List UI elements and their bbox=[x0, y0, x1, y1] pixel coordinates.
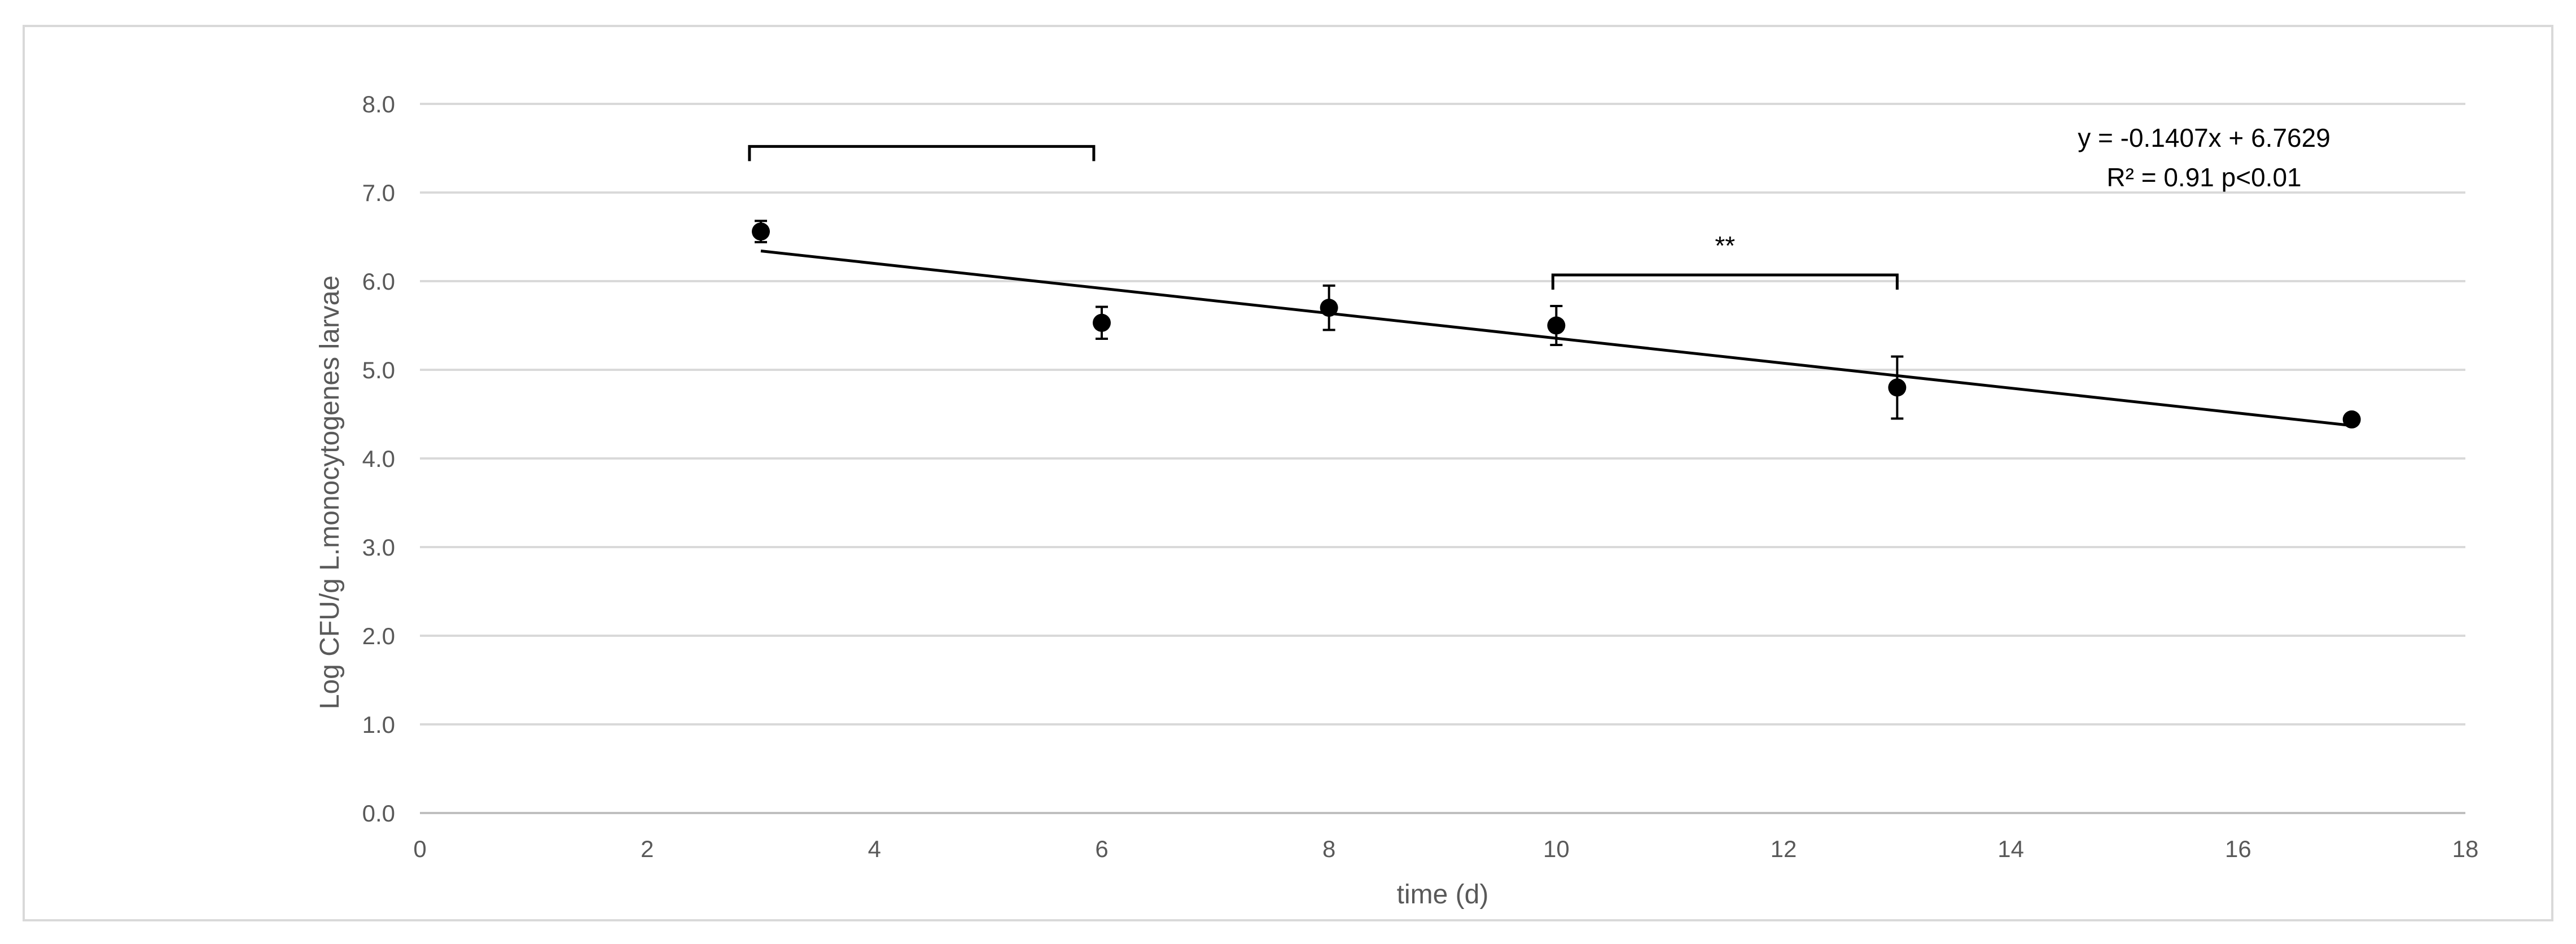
data-point bbox=[1093, 313, 1111, 332]
y-axis-title: Log CFU/g L.monocytogenes larvae bbox=[315, 276, 345, 709]
x-tick-label: 10 bbox=[1543, 836, 1570, 862]
data-point-group bbox=[1320, 284, 1338, 331]
x-tick-label: 16 bbox=[2225, 836, 2251, 862]
data-points bbox=[752, 220, 2361, 429]
data-point bbox=[1888, 378, 1907, 397]
y-axis-ticks: 0.0 1.0 2.0 3.0 4.0 5.0 6.0 7.0 8.0 bbox=[362, 91, 395, 827]
chart-frame bbox=[23, 25, 2553, 921]
y-tick-label: 6.0 bbox=[362, 268, 395, 295]
significance-bracket bbox=[748, 145, 1096, 161]
x-tick-label: 8 bbox=[1322, 836, 1335, 862]
x-tick-label: 2 bbox=[641, 836, 654, 862]
trendline-r-squared: R² = 0.91 p<0.01 bbox=[2106, 163, 2301, 192]
significance-bracket bbox=[1551, 273, 1899, 290]
y-tick-label: 2.0 bbox=[362, 623, 395, 649]
y-tick-label: 3.0 bbox=[362, 534, 395, 561]
data-point bbox=[2342, 410, 2361, 429]
data-point-group bbox=[1093, 305, 1111, 340]
y-tick-label: 5.0 bbox=[362, 357, 395, 383]
x-tick-label: 18 bbox=[2452, 836, 2479, 862]
trendline-equation: y = -0.1407x + 6.7629 bbox=[2078, 123, 2330, 152]
data-point-group bbox=[1547, 304, 1566, 347]
y-tick-label: 7.0 bbox=[362, 180, 395, 206]
y-tick-label: 4.0 bbox=[362, 445, 395, 472]
x-tick-label: 6 bbox=[1095, 836, 1108, 862]
significance-label: ** bbox=[1715, 231, 1735, 260]
data-point bbox=[1547, 316, 1566, 335]
x-axis-title: time (d) bbox=[1397, 880, 1489, 910]
x-tick-label: 12 bbox=[1771, 836, 1797, 862]
y-tick-label: 8.0 bbox=[362, 91, 395, 117]
y-tick-label: 0.0 bbox=[362, 800, 395, 827]
data-point-group bbox=[2342, 410, 2361, 429]
gridlines bbox=[420, 103, 2465, 726]
data-point-group bbox=[752, 220, 770, 243]
data-point-group bbox=[1888, 355, 1907, 420]
data-point bbox=[1320, 299, 1338, 317]
significance-brackets: ** bbox=[748, 145, 1899, 290]
x-tick-label: 4 bbox=[868, 836, 881, 862]
x-axis-ticks: 0 2 4 6 8 10 12 14 16 18 bbox=[413, 836, 2478, 862]
data-point bbox=[752, 222, 770, 241]
x-tick-label: 0 bbox=[413, 836, 426, 862]
x-tick-label: 14 bbox=[1997, 836, 2024, 862]
y-tick-label: 1.0 bbox=[362, 711, 395, 738]
